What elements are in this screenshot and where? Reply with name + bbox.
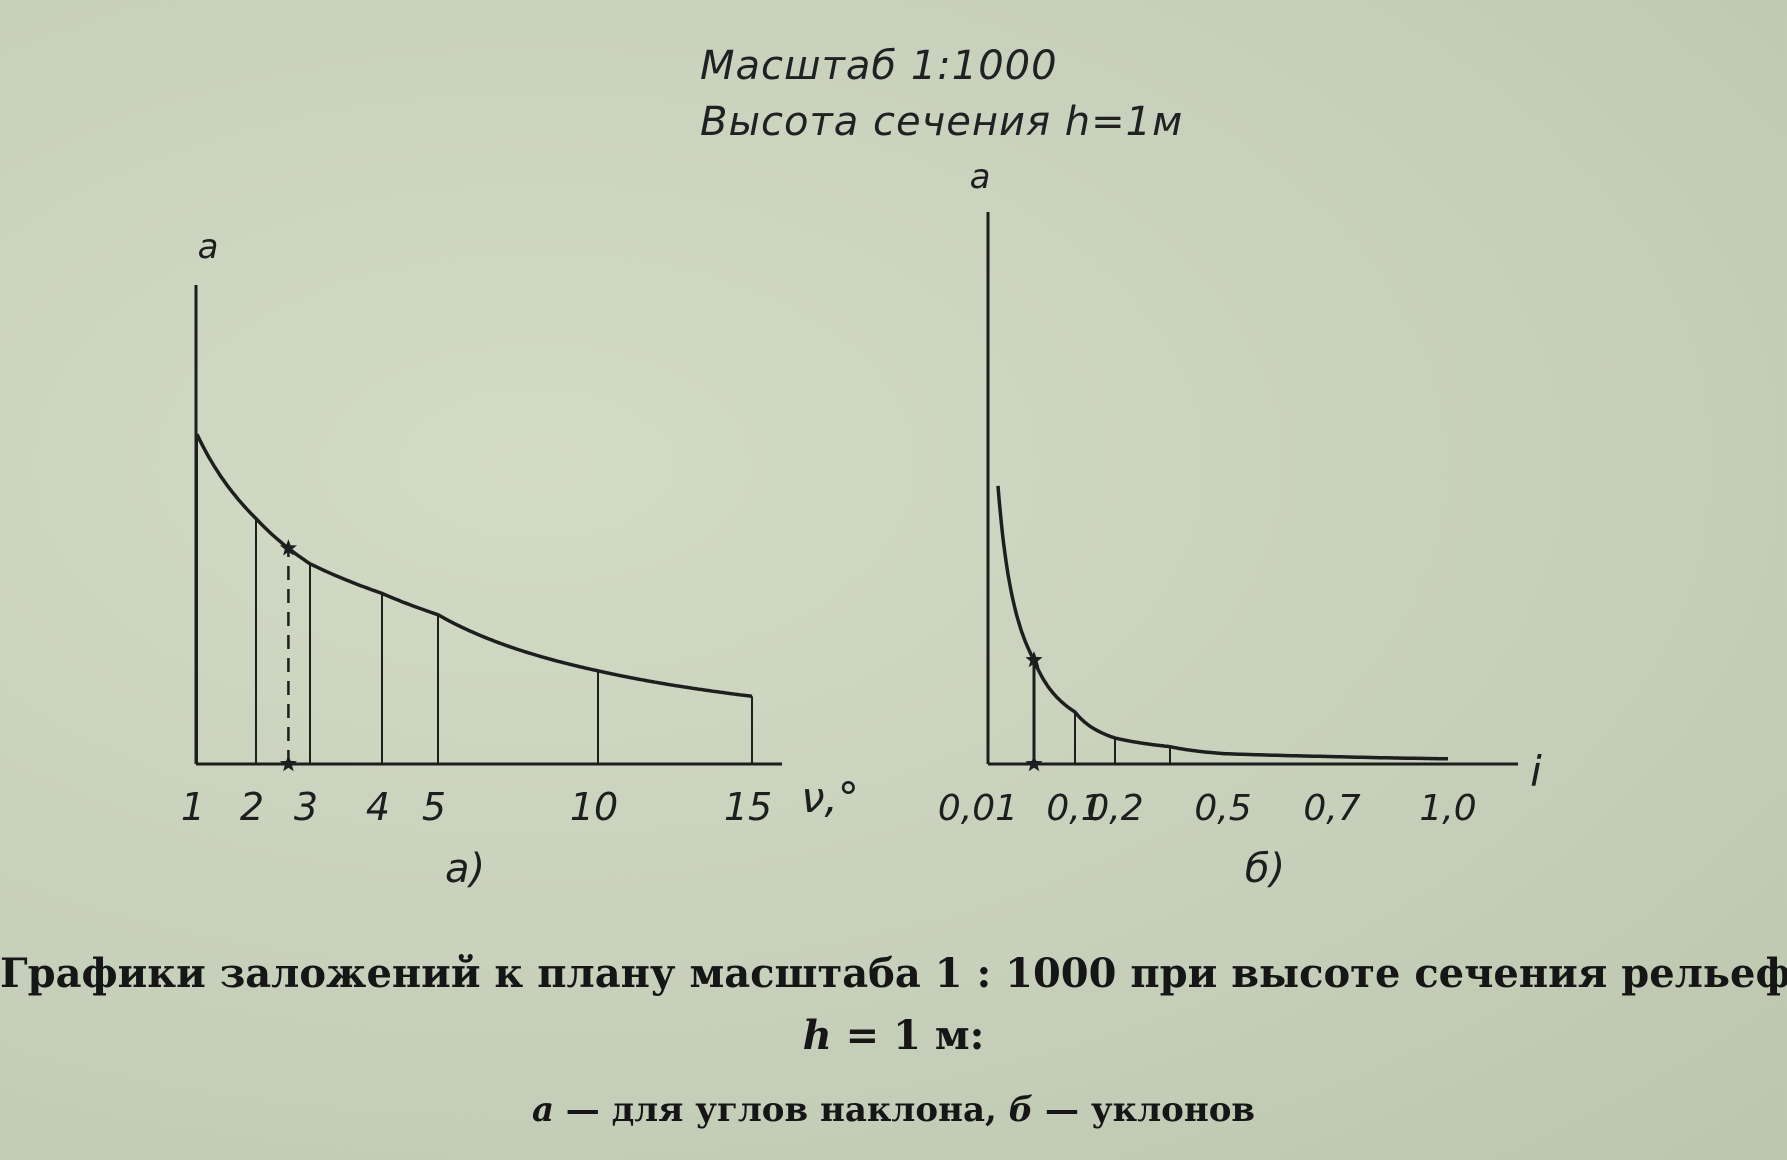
chart-header: Масштаб 1:1000 Высота сечения h=1м [700,38,1183,150]
figure-caption: Графики заложений к плану масштаба 1 : 1… [0,950,1787,997]
chart-a-tick-label-2: 2 [240,785,264,829]
chart-b-tick-label-4: 0,7 [1303,788,1360,829]
chart-b-marked-x [1025,755,1043,772]
legend-key-a: а [531,1090,554,1130]
chart-a-tick-label-5: 5 [422,785,446,829]
section-height-label: Высота сечения h=1м [700,99,1184,145]
chart-b-tick-label-0: 0,01 [938,788,1018,829]
chart-a-x-axis-label: ν,° [801,773,859,822]
figure-caption-height: h = 1 м: [0,1012,1787,1059]
chart-b-x-axis-label: i [1530,747,1542,796]
legend-text-b: — уклонов [1033,1090,1256,1130]
chart-b-series-line [996,485,1448,761]
chart-b-tick-label-1: 0,1 [1046,788,1103,829]
scale-label: Масштаб 1:1000 [700,43,1058,89]
chart-a-panel-label: а) [445,846,485,892]
chart-a-y-axis-label: а [198,227,219,267]
legend-text-a: — для углов наклона, [553,1090,1009,1130]
chart-a-tick-label-4: 4 [366,785,390,829]
chart-b-tick-label-5: 1,0 [1419,788,1476,829]
chart-b-y-axis-label: а [970,157,991,197]
chart-a-series-line [195,433,753,699]
chart-a-tick-label-10: 10 [570,785,618,829]
chart-b-tick-label-3: 0,5 [1194,788,1251,829]
chart-b-tick-label-2: 0,2 [1086,788,1143,829]
caption-h-value: = 1 м: [831,1012,985,1059]
chart-a-tick-label-1: 1 [181,785,205,829]
chart-a-tick-label-15: 15 [724,785,772,829]
legend-key-b: б [1008,1090,1034,1130]
chart-a-marked-point [279,539,297,556]
chart-a-tick-label-3: 3 [294,785,318,829]
chart-a-marked-x [279,755,297,772]
caption-h-variable: h [802,1012,832,1059]
chart-b-marked-point [1025,651,1043,668]
chart-b-panel-label: б) [1245,846,1285,892]
figure-legend: а — для углов наклона, б — уклонов [0,1090,1787,1130]
